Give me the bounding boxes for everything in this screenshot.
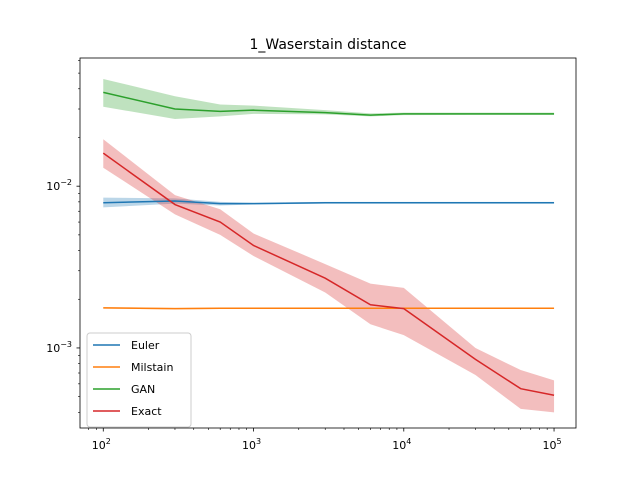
legend-label-euler: Euler: [131, 339, 160, 352]
series-lines: [102, 91, 555, 396]
chart-title: 1_Waserstain distance: [250, 37, 407, 53]
series-line-euler: [103, 200, 555, 205]
legend-label-exact: Exact: [131, 405, 162, 418]
y-axis: 10−3 10−2: [46, 60, 80, 413]
x-tick-label: 103: [242, 437, 261, 452]
y-tick-label: 10−3: [46, 340, 72, 355]
series-line-exact: [102, 152, 555, 396]
series-line-milstain: [103, 307, 555, 310]
series-line-gan: [103, 91, 555, 116]
band-gan: [103, 78, 555, 120]
band-exact: [103, 139, 555, 413]
x-tick-label: 102: [92, 437, 111, 452]
x-tick-label: 105: [542, 437, 561, 452]
legend: Euler Milstain GAN Exact: [86, 332, 192, 428]
legend-box: [86, 332, 192, 428]
x-tick-label: 104: [392, 437, 411, 452]
x-axis: 102 103 104 105: [88, 428, 562, 452]
y-tick-label: 10−2: [46, 178, 72, 193]
plot-area-frame: [79, 57, 577, 429]
legend-label-milstain: Milstain: [131, 361, 173, 374]
legend-label-gan: GAN: [131, 383, 155, 396]
